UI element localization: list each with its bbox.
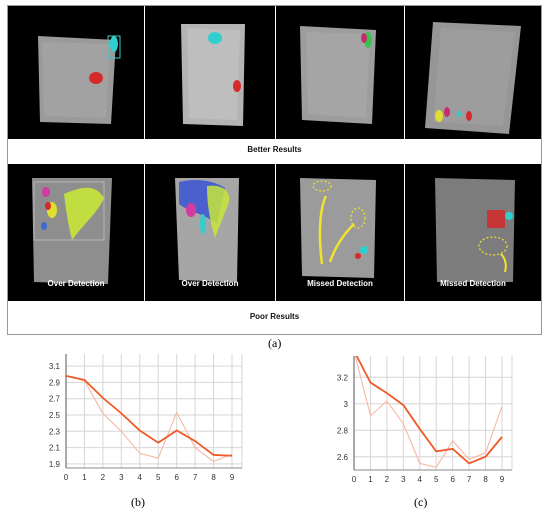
x-tick-label: 4	[138, 473, 143, 482]
x-tick-label: 3	[401, 475, 406, 484]
result-image-7: Missed Detection	[276, 164, 404, 301]
x-tick-label: 1	[82, 473, 87, 482]
x-tick-label: 0	[352, 475, 357, 484]
x-tick-label: 0	[64, 473, 69, 482]
y-tick-label: 3	[344, 400, 349, 409]
x-tick-label: 4	[418, 475, 423, 484]
result-image-6: Over Detection	[145, 164, 275, 301]
y-tick-label: 2.5	[49, 411, 61, 420]
y-tick-label: 2.9	[49, 378, 61, 387]
result-image-1	[8, 6, 144, 139]
result-image-4	[405, 6, 541, 139]
tile-label: Over Detection	[47, 279, 105, 288]
panel-b-label: (b)	[131, 495, 145, 509]
series-line	[355, 356, 503, 465]
line-chart-c: 2.6 2.8 3 3.2 0 1 2 3 4 5 6 7 8 9	[337, 356, 513, 484]
result-image-8: Missed Detection	[405, 164, 541, 301]
x-tick-label: 7	[193, 473, 198, 482]
line-chart-b: 1.9 2.1 2.3 2.5 2.7 2.9 3.1 0 1 2 3 4 5 6 7 8 9	[49, 354, 243, 482]
poor-results-caption: Poor Results	[249, 312, 300, 321]
y-tick-label: 1.9	[49, 460, 61, 469]
x-tick-label: 6	[450, 475, 455, 484]
x-tick-label: 2	[101, 473, 106, 482]
figure-panel-a: Better Results Over Detection	[7, 5, 542, 335]
x-tick-label: 1	[368, 475, 373, 484]
tile-label: Over Detection	[181, 279, 239, 288]
x-tick-label: 5	[156, 473, 161, 482]
x-tick-label: 7	[467, 475, 472, 484]
y-tick-label: 2.3	[49, 427, 61, 436]
result-image-5: Over Detection	[8, 164, 144, 301]
result-image-2	[145, 6, 275, 139]
x-tick-label: 9	[230, 473, 235, 482]
x-tick-label: 8	[483, 475, 488, 484]
panel-a-label: (a)	[268, 336, 282, 350]
y-tick-label: 2.6	[337, 453, 349, 462]
poor-results-row: Over Detection Over Detection Mi	[8, 164, 541, 301]
better-results-caption: Better Results	[247, 145, 302, 154]
y-tick-label: 2.7	[49, 395, 61, 404]
x-tick-label: 8	[211, 473, 216, 482]
y-tick-label: 3.1	[49, 362, 61, 371]
x-tick-label: 2	[385, 475, 390, 484]
better-results-row	[8, 6, 541, 139]
x-tick-label: 3	[119, 473, 124, 482]
tile-label: Missed Detection	[440, 279, 506, 288]
series-line	[66, 375, 233, 463]
x-tick-label: 9	[500, 475, 505, 484]
panel-c-label: (c)	[414, 495, 428, 509]
tile-label: Missed Detection	[307, 279, 373, 288]
x-tick-label: 5	[434, 475, 439, 484]
x-tick-label: 6	[174, 473, 179, 482]
y-tick-label: 2.8	[337, 426, 349, 435]
series-line	[66, 374, 233, 457]
result-image-3	[276, 6, 404, 139]
y-tick-label: 3.2	[337, 373, 349, 382]
y-tick-label: 2.1	[49, 444, 61, 453]
series-line	[354, 356, 503, 468]
